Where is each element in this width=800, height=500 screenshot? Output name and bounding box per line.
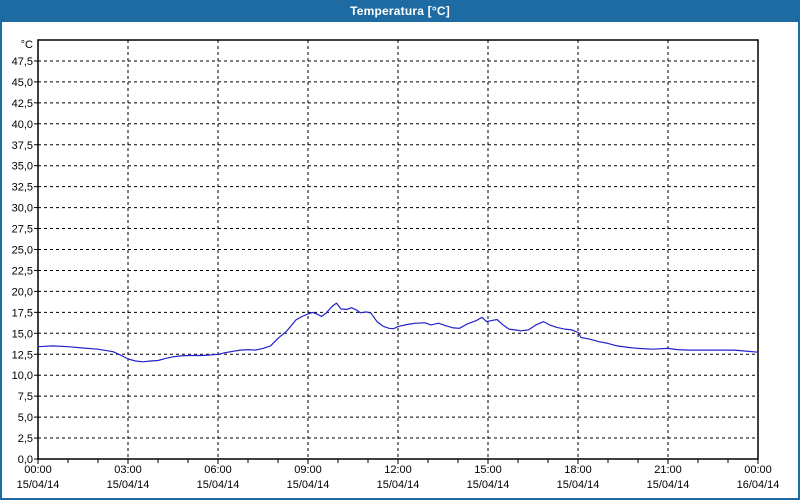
x-tick-date-label: 15/04/14 (17, 479, 60, 491)
x-tick-time-label: 00:00 (24, 464, 52, 476)
y-tick-label: 15,0 (12, 328, 33, 340)
y-tick-label: 20,0 (12, 286, 33, 298)
y-tick-label: 35,0 (12, 161, 33, 173)
x-tick-date-label: 15/04/14 (197, 479, 240, 491)
x-tick-time-label: 15:00 (474, 464, 502, 476)
x-tick-time-label: 03:00 (114, 464, 142, 476)
y-tick-label: 10,0 (12, 370, 33, 382)
x-tick-date-label: 15/04/14 (467, 479, 510, 491)
y-tick-label: 42,5 (12, 98, 33, 110)
y-tick-label: 17,5 (12, 307, 33, 319)
y-axis-unit-label: °C (21, 39, 33, 51)
y-tick-label: 25,0 (12, 245, 33, 257)
window-titlebar: Temperatura [°C] (0, 0, 800, 22)
x-tick-time-label: 12:00 (384, 464, 412, 476)
x-tick-time-label: 06:00 (204, 464, 232, 476)
y-tick-label: 40,0 (12, 119, 33, 131)
y-tick-label: 27,5 (12, 224, 33, 236)
x-tick-date-label: 15/04/14 (107, 479, 150, 491)
y-tick-label: 37,5 (12, 140, 33, 152)
x-tick-time-label: 18:00 (564, 464, 592, 476)
y-tick-label: 45,0 (12, 77, 33, 89)
x-tick-date-label: 15/04/14 (287, 479, 330, 491)
y-tick-label: 0,0 (18, 454, 33, 466)
y-tick-label: 32,5 (12, 182, 33, 194)
temperature-series-line (37, 302, 759, 363)
y-tick-label: 5,0 (18, 412, 33, 424)
x-tick-time-label: 09:00 (294, 464, 322, 476)
y-tick-label: 2,5 (18, 433, 33, 445)
x-tick-time-label: 21:00 (654, 464, 682, 476)
y-tick-label: 12,5 (12, 349, 33, 361)
x-tick-date-label: 15/04/14 (557, 479, 600, 491)
x-tick-date-label: 16/04/14 (737, 479, 780, 491)
y-tick-label: 47,5 (12, 56, 33, 68)
window-title: Temperatura [°C] (350, 4, 450, 18)
y-tick-label: 30,0 (12, 203, 33, 215)
x-tick-time-label: 00:00 (744, 464, 772, 476)
y-tick-label: 7,5 (18, 391, 33, 403)
x-tick-date-label: 15/04/14 (647, 479, 690, 491)
x-tick-date-label: 15/04/14 (377, 479, 420, 491)
plot-border (37, 39, 759, 460)
y-tick-label: 22,5 (12, 265, 33, 277)
